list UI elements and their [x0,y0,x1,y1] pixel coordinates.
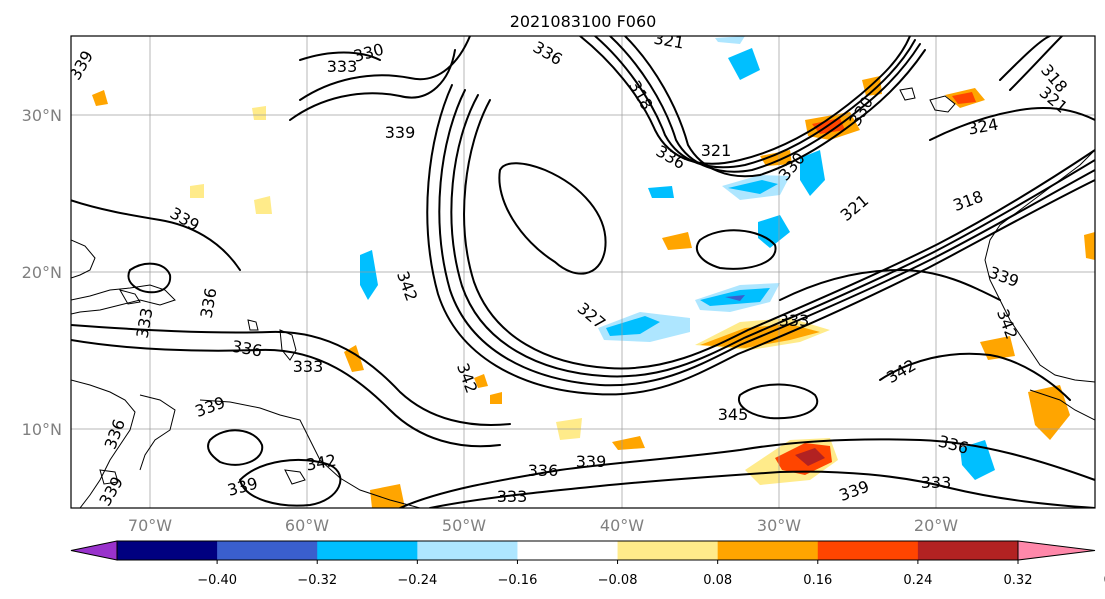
positive-anomaly-patch [1028,385,1070,440]
colorbar-tick-label: −0.08 [598,573,638,588]
lon-label-30w: 30°W [757,516,801,535]
contour-label: 333 [293,357,324,376]
negative-anomaly-patch [725,295,745,301]
colorbar-swatch [817,541,919,560]
colorbar-swatch [517,541,619,560]
positive-anomaly-patch [612,436,645,450]
colorbar-tick-label: −0.24 [397,573,437,588]
map-frame [70,35,1096,509]
colorbar-tick-label: −0.40 [197,573,237,588]
positive-anomaly-patch [795,448,825,466]
contour-label: 321 [652,29,685,53]
positive-anomaly-patch [92,90,108,106]
contour-label: 339 [385,123,416,142]
positive-anomaly-patch [474,374,488,388]
colorbar-tick-label: −0.32 [297,573,337,588]
negative-anomaly-patch [728,180,778,194]
contour-label: 345 [718,405,749,424]
lat-label-30n: 30°N [22,106,62,125]
colorbar-extension-low [70,540,118,561]
contour-lines [71,36,1095,508]
positive-anomaly-patch [662,232,692,250]
lon-label-40w: 40°W [600,516,644,535]
lon-label-50w: 50°W [442,516,486,535]
contour-label: 333 [327,57,358,76]
colorbar-frame [116,540,1019,561]
positive-anomaly-patch [760,150,792,166]
contour-label: 333 [779,311,810,330]
colorbar-tick-label: 0.40 [1104,573,1105,588]
colorbar-tick-label: 0.16 [803,573,832,588]
longitude-labels: 70°W 60°W 50°W 40°W 30°W 20°W [128,516,958,535]
negative-anomaly-patch [758,215,790,248]
colorbar-tick-label: 0.24 [903,573,932,588]
colorbar-swatch [917,541,1019,560]
map-area: 339 330 333 336 321 318 330 336 321 330 … [71,29,1095,508]
lon-label-20w: 20°W [914,516,958,535]
colorbar-swatch [717,541,819,560]
contour-label: 333 [497,487,528,506]
negative-anomaly-patch [360,250,378,300]
positive-anomaly-patch [254,196,272,214]
contour-label: 336 [528,461,559,480]
negative-anomaly-patch [800,150,825,196]
lon-label-70w: 70°W [128,516,172,535]
negative-anomaly-patch [715,36,745,44]
colorbar: −0.40 −0.32 −0.24 −0.16 −0.08 0.08 0.16 0.24 0.3… [70,540,1105,588]
colorbar-swatch [417,541,518,560]
lat-label-10n: 10°N [22,420,62,439]
contour-label: 339 [576,452,607,471]
lat-label-20n: 20°N [22,263,62,282]
map-title: 2021083100 F060 [510,12,657,31]
colorbar-swatch [217,541,318,560]
positive-anomaly-patch [1084,232,1095,260]
latitude-labels: 30°N 20°N 10°N [22,106,62,439]
colorbar-swatch [317,541,418,560]
contour-label: 333 [921,473,952,492]
negative-anomaly-patch [960,440,995,480]
negative-anomaly-patch [728,48,760,80]
shaded-anomaly-layer [92,36,1095,508]
contour-label: 321 [701,141,732,160]
coastlines [71,87,1095,508]
colorbar-tick-label: −0.16 [498,573,538,588]
colorbar-swatch [117,541,218,560]
colorbar-tick-label: 0.08 [703,573,732,588]
positive-anomaly-patch [190,184,204,198]
colorbar-extension-high [1017,540,1096,561]
negative-anomaly-patch [648,186,674,198]
colorbar-swatch [617,541,719,560]
lon-label-60w: 60°W [285,516,329,535]
positive-anomaly-patch [252,106,266,120]
positive-anomaly-patch [952,92,976,104]
positive-anomaly-patch [490,392,502,404]
negative-anomaly-patch [606,316,660,336]
colorbar-tick-label: 0.32 [1004,573,1033,588]
